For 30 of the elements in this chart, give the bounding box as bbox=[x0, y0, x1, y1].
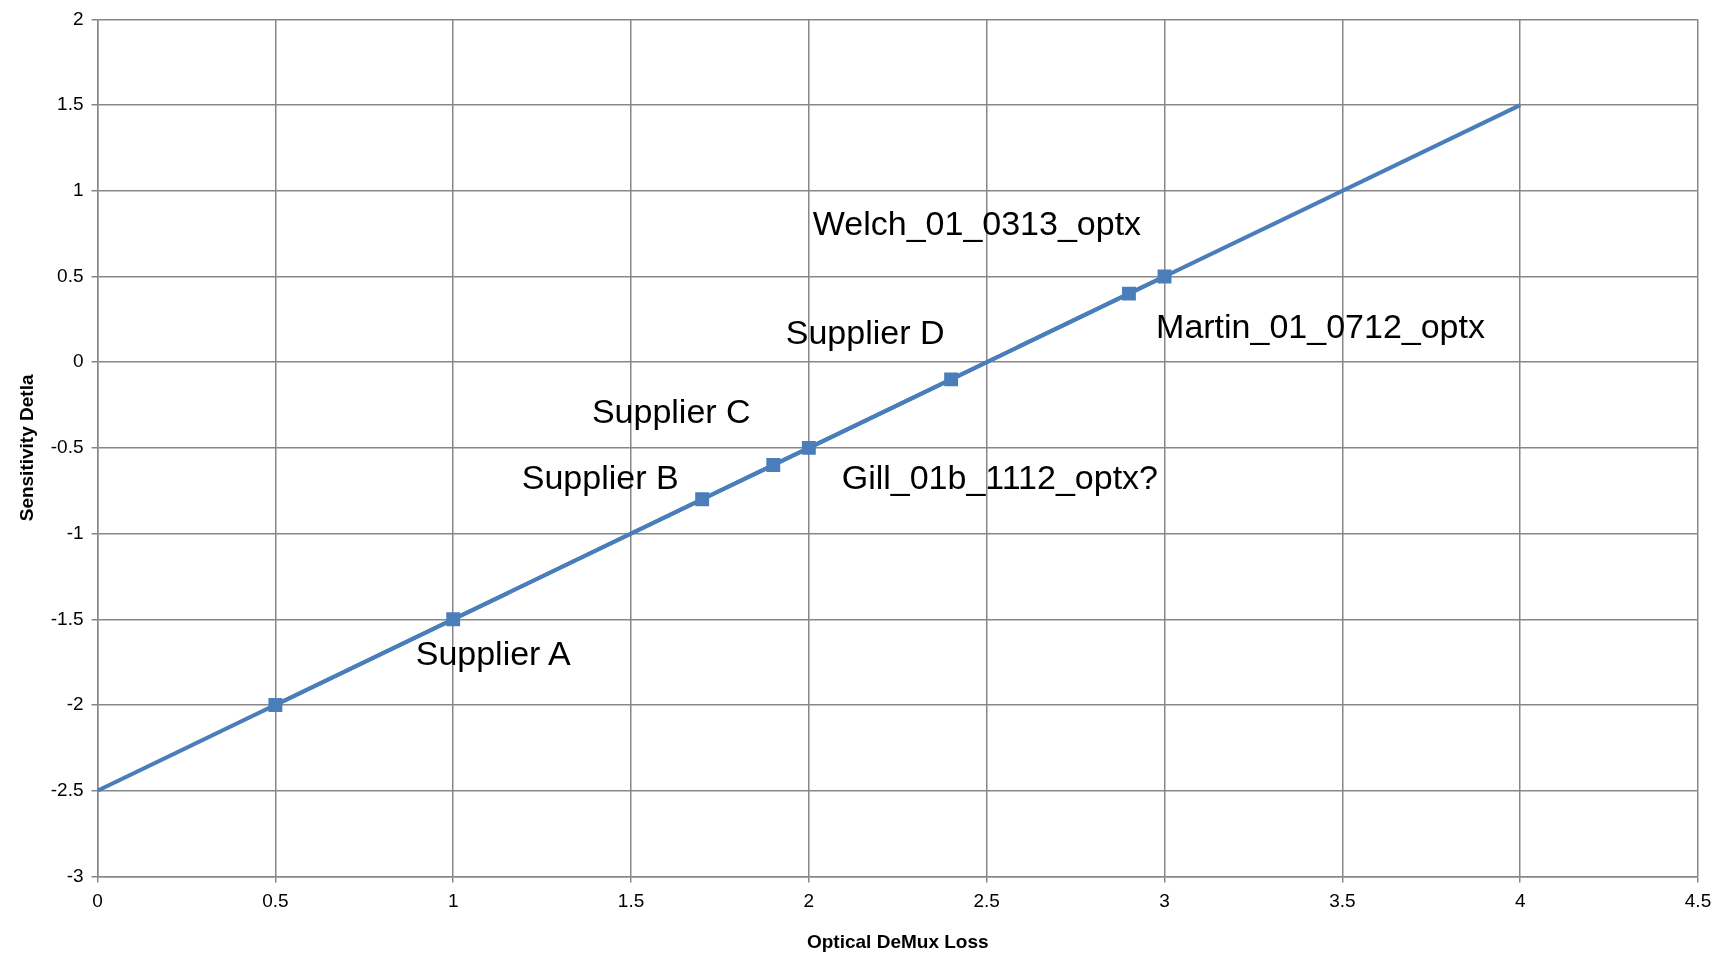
x-tick-label: 2.5 bbox=[973, 890, 1000, 912]
y-tick-label: -1 bbox=[66, 521, 84, 543]
x-tick-label: 3.5 bbox=[1329, 890, 1356, 912]
y-tick-label: -1.5 bbox=[50, 607, 84, 629]
x-tick-label: 4.5 bbox=[1684, 890, 1712, 912]
annotation: Supplier A bbox=[415, 633, 572, 672]
annotation: Welch_01_0313_optx bbox=[812, 204, 1142, 243]
x-tick-label: 1.5 bbox=[617, 890, 645, 912]
x-tick-label: 0 bbox=[92, 890, 103, 912]
annotation: Supplier D bbox=[785, 312, 945, 351]
x-tick-label: 0.5 bbox=[262, 890, 289, 912]
annotation: Gill_01b_1112_optx? bbox=[841, 458, 1159, 497]
y-tick-label: -2 bbox=[66, 693, 84, 715]
y-tick-label: 2 bbox=[72, 7, 84, 29]
x-tick-label: 1 bbox=[447, 890, 459, 912]
y-tick-label: 1.5 bbox=[57, 93, 84, 115]
y-tick-label: -0.5 bbox=[50, 436, 84, 458]
y-tick-label: -2.5 bbox=[50, 778, 84, 800]
y-tick-label: 0.5 bbox=[57, 264, 84, 286]
y-tick-label: 1 bbox=[72, 179, 84, 201]
x-tick-label: 2 bbox=[803, 890, 815, 912]
x-axis-title: Optical DeMux Loss bbox=[806, 930, 989, 952]
annotation: Martin_01_0712_optx bbox=[1156, 306, 1485, 345]
x-tick-label: 4 bbox=[1514, 890, 1526, 912]
x-tick-label: 3 bbox=[1159, 890, 1170, 912]
annotation: Supplier B bbox=[521, 457, 679, 496]
y-tick-label: 0 bbox=[72, 350, 84, 372]
y-axis-title: Sensitivity Detla bbox=[15, 374, 37, 522]
annotation: Supplier C bbox=[591, 392, 751, 431]
y-tick-label: -3 bbox=[66, 864, 84, 886]
